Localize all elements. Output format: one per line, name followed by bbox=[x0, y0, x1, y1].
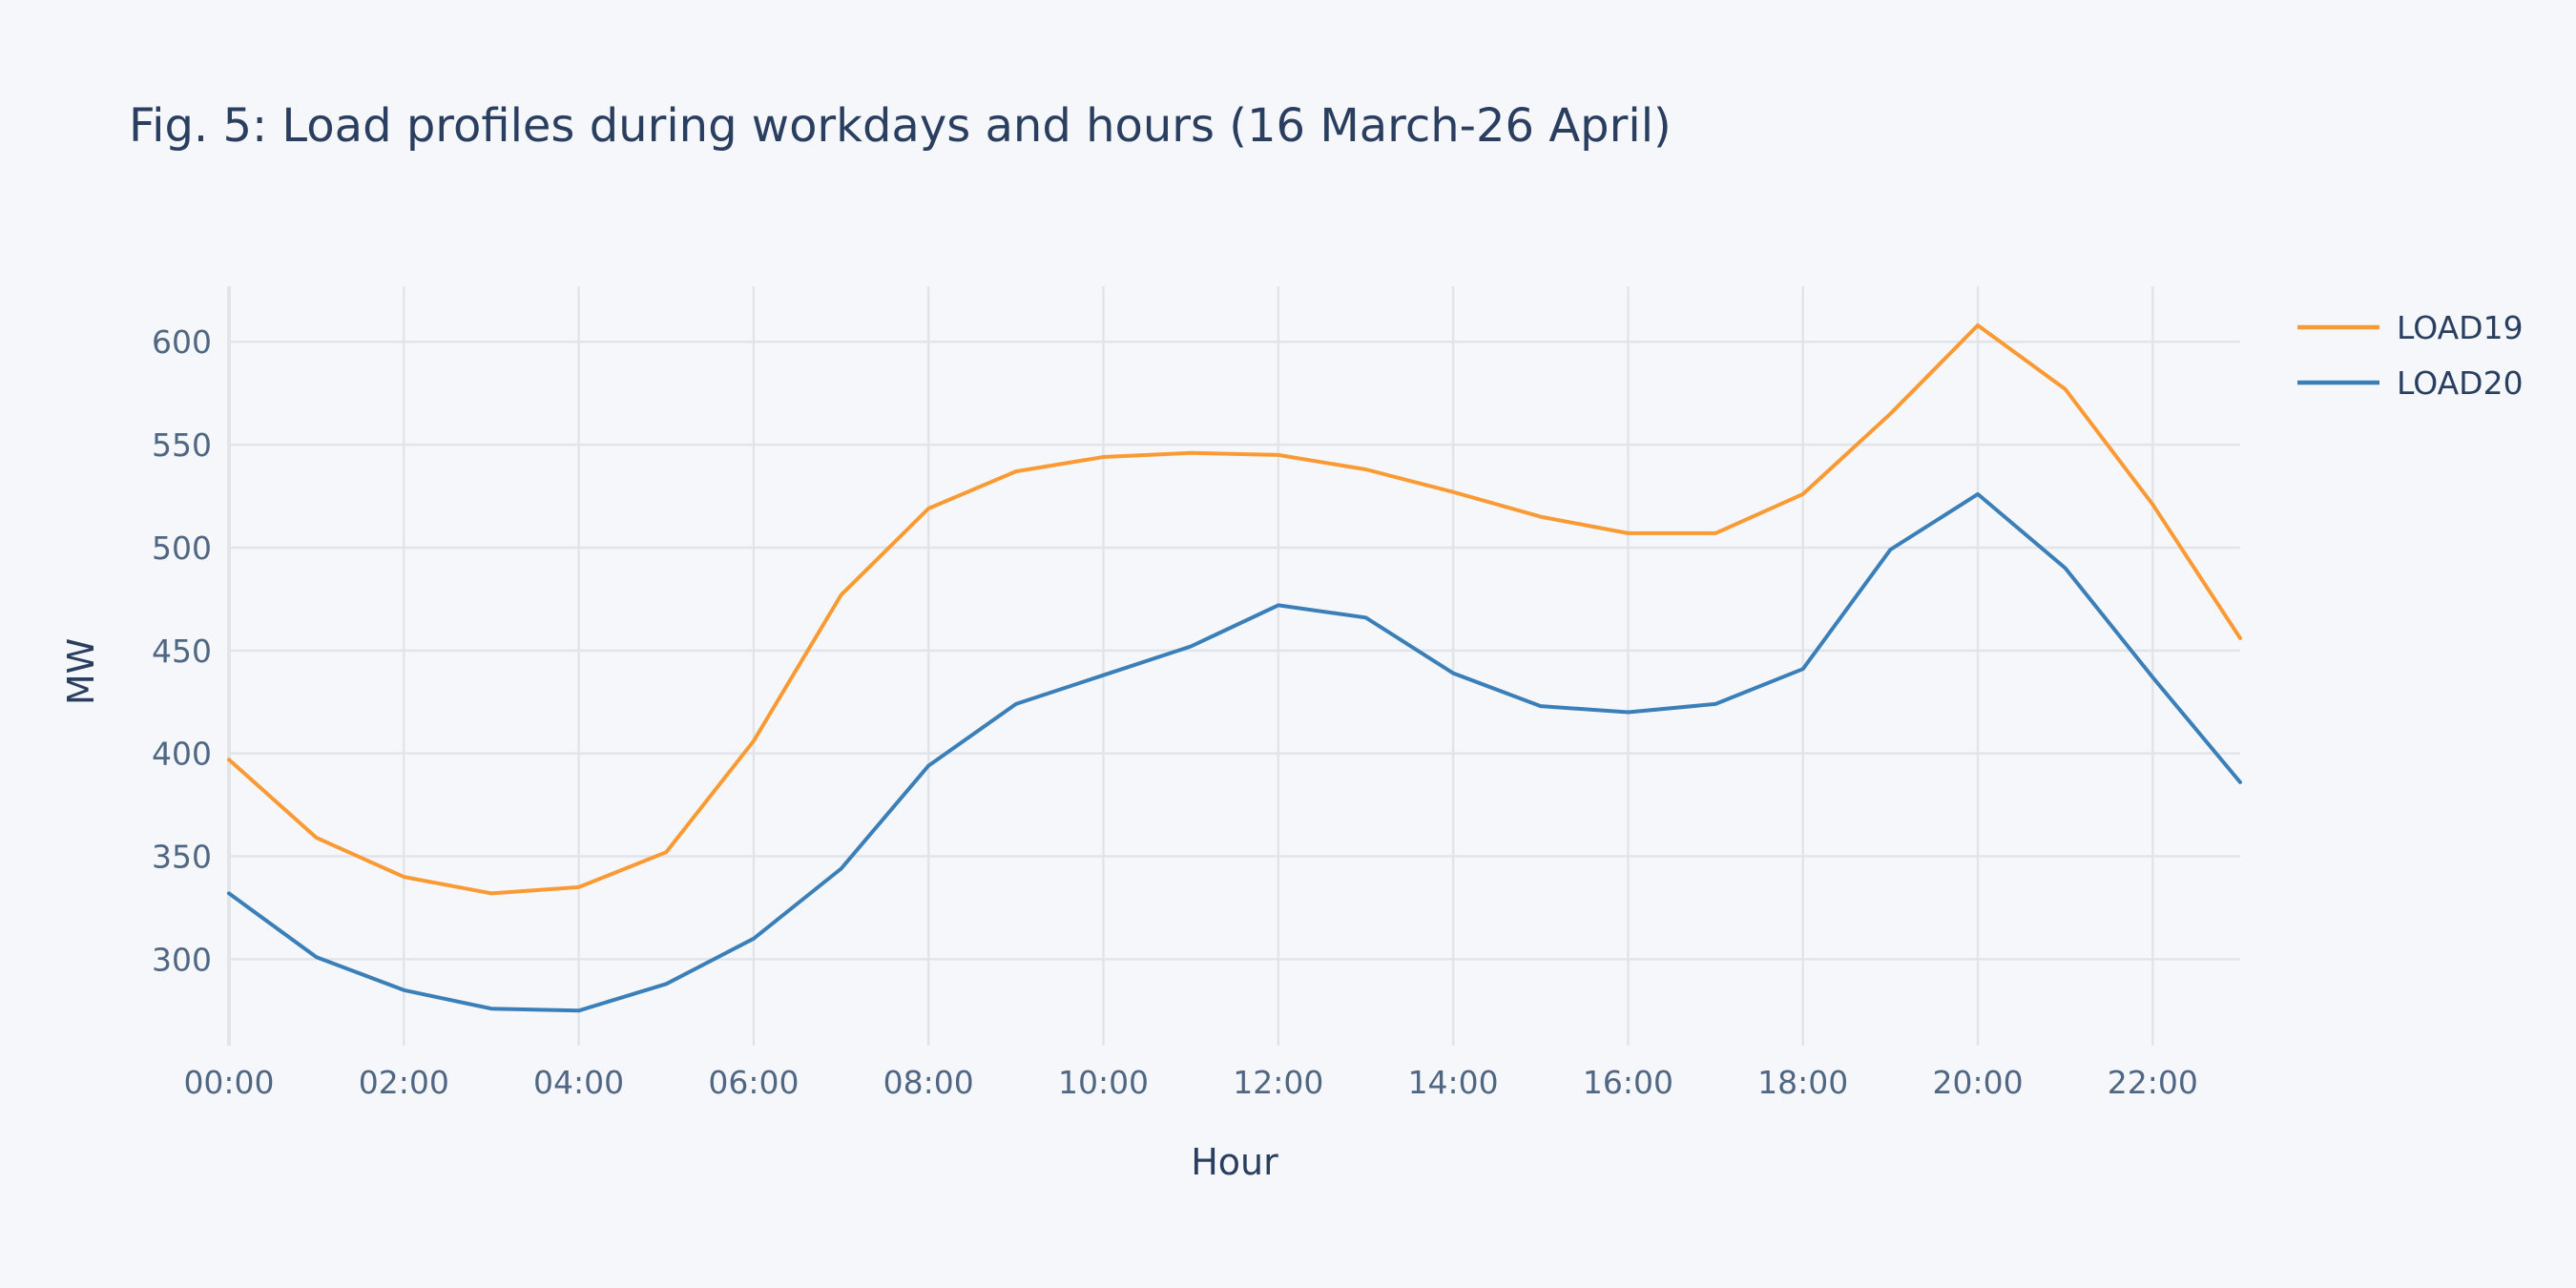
legend-item-load20[interactable]: LOAD20 bbox=[2297, 364, 2524, 402]
legend-label: LOAD19 bbox=[2397, 309, 2524, 346]
series-line-load19 bbox=[227, 323, 2242, 896]
y-tick-label: 350 bbox=[152, 839, 212, 876]
x-tick-label: 18:00 bbox=[1757, 1064, 1848, 1101]
chart-title: Fig. 5: Load profiles during workdays an… bbox=[129, 99, 1672, 153]
x-tick-label: 12:00 bbox=[1233, 1064, 1323, 1101]
legend[interactable]: LOAD19 LOAD20 bbox=[2297, 309, 2524, 402]
gridlines bbox=[227, 286, 2240, 1046]
tick-labels: 300 350 400 450 500 550 600 00:00 02:00 04:00 06:0… bbox=[152, 323, 2198, 1101]
x-tick-label: 14:00 bbox=[1408, 1064, 1499, 1101]
x-tick-label: 06:00 bbox=[708, 1064, 799, 1101]
y-tick-label: 300 bbox=[152, 941, 212, 978]
series-line-load20 bbox=[227, 491, 2242, 1013]
x-tick-label: 00:00 bbox=[183, 1064, 274, 1101]
y-tick-label: 550 bbox=[152, 426, 212, 464]
y-tick-label: 500 bbox=[152, 530, 212, 567]
x-tick-label: 20:00 bbox=[1932, 1064, 2023, 1101]
x-tick-label: 22:00 bbox=[2108, 1064, 2198, 1101]
y-axis-title: MW bbox=[60, 638, 102, 705]
x-tick-label: 10:00 bbox=[1058, 1064, 1149, 1101]
legend-item-load19[interactable]: LOAD19 bbox=[2297, 309, 2524, 346]
x-tick-label: 16:00 bbox=[1583, 1064, 1673, 1101]
x-tick-label: 08:00 bbox=[883, 1064, 974, 1101]
y-tick-label: 400 bbox=[152, 736, 212, 773]
x-axis-title: Hour bbox=[1191, 1141, 1278, 1183]
legend-label: LOAD20 bbox=[2397, 364, 2524, 402]
x-tick-label: 02:00 bbox=[359, 1064, 449, 1101]
plot-area bbox=[227, 323, 2242, 1013]
y-tick-label: 450 bbox=[152, 633, 212, 670]
x-tick-label: 04:00 bbox=[533, 1064, 624, 1101]
y-tick-label: 600 bbox=[152, 323, 212, 361]
